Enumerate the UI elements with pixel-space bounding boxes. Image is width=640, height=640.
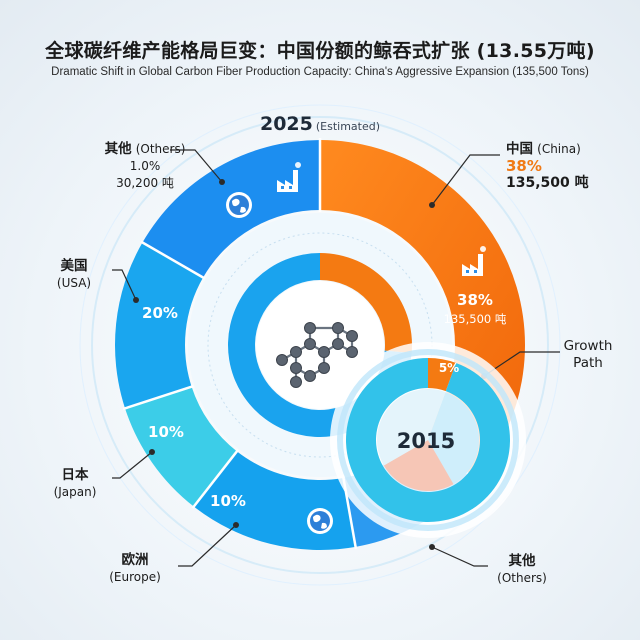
others-bottom-leader [431, 546, 488, 567]
molecule-icon [276, 322, 358, 388]
others-bottom-callout: 其他 (Others) [482, 553, 562, 587]
year-2025-heading: 2025 (Estimated) [0, 113, 640, 135]
japan-callout: 日本 (Japan) [40, 467, 110, 501]
slice-divider [122, 384, 194, 411]
inner-china-tons: 135,500 吨 [444, 312, 507, 326]
europe-leader [178, 524, 237, 567]
china-callout: 中国 (China) 38% 135,500 吨 [506, 141, 589, 192]
others-bottom-label-en: (Others) [497, 571, 547, 585]
slice-divider [140, 240, 206, 280]
chart-2015 [330, 342, 526, 538]
japan-pct: 10% [148, 423, 184, 441]
others-top-pct: 1.0% [129, 159, 161, 173]
slice-divider [191, 449, 240, 509]
factory-icon-china [462, 246, 486, 276]
europe-callout: 欧洲 (Europe) [95, 552, 175, 586]
japan-label-zh: 日本 [61, 467, 89, 483]
others-top-leader [170, 149, 223, 183]
china-leader [431, 154, 500, 206]
usa-leader [112, 269, 137, 301]
year-2015-label: 2015 [397, 429, 455, 453]
inner-china-pct: 38% [457, 291, 493, 309]
japan-label-en: (Japan) [53, 485, 97, 499]
slice-2015-rest-fill [377, 389, 446, 466]
japan-leader [112, 451, 153, 479]
europe-label-zh: 欧洲 [121, 552, 149, 568]
china-tons: 135,500 吨 [506, 175, 589, 191]
globe-icon-bottom [307, 508, 333, 534]
china-2015-pct: 5% [439, 361, 459, 375]
others-top-label-en: (Others) [135, 142, 186, 156]
china-label-zh: 中国 [506, 141, 533, 157]
outer-glow-ring [91, 116, 549, 574]
usa-label-zh: 美国 [60, 258, 88, 274]
slice-2025-usa [115, 242, 204, 409]
others-top-tons: 30,200 吨 [116, 176, 174, 190]
slice-2015-china [428, 358, 457, 392]
slice-2015-others [345, 357, 510, 522]
china-pct: 38% [506, 157, 542, 175]
china-label-en: (China) [537, 142, 581, 156]
estimated-note: (Estimated) [315, 120, 381, 133]
chart-2015-glow [337, 349, 519, 531]
slice-2015-others-fill [428, 392, 480, 485]
inner-ring-china [320, 253, 413, 354]
europe-pct: 10% [210, 492, 246, 510]
growth-path-leader [483, 351, 560, 377]
usa-callout: 美国 (USA) [44, 258, 104, 292]
usa-label-en: (USA) [56, 276, 92, 290]
inner-hole [256, 281, 384, 409]
others-top-label-zh: 其他 [104, 141, 132, 157]
growth-path-label: Growth Path [563, 338, 613, 371]
icons [226, 162, 486, 534]
outer-glow-ring-2 [79, 104, 561, 586]
title-chinese: 全球碳纤维产能格局巨变：中国份额的鲸吞式扩张 (13.55万吨) [45, 40, 595, 62]
globe-icon [226, 192, 252, 218]
slice-2025-japan [125, 386, 237, 507]
others-top-callout: 其他 (Others) 1.0% 30,200 吨 [80, 141, 210, 192]
europe-label-en: (Europe) [109, 570, 161, 584]
slice-labels: 38% 135,500 吨 20% 10% 10% 5% 2015 [142, 291, 507, 510]
title-english: Dramatic Shift in Global Carbon Fiber Pr… [51, 66, 589, 78]
inner-ring-rest [227, 253, 412, 438]
usa-pct: 20% [142, 304, 178, 322]
slice-2015-china-fill [383, 440, 454, 492]
others-bottom-label-zh: 其他 [508, 553, 536, 569]
factory-icon [277, 162, 301, 192]
year-2025-label: 2025 [259, 113, 313, 135]
